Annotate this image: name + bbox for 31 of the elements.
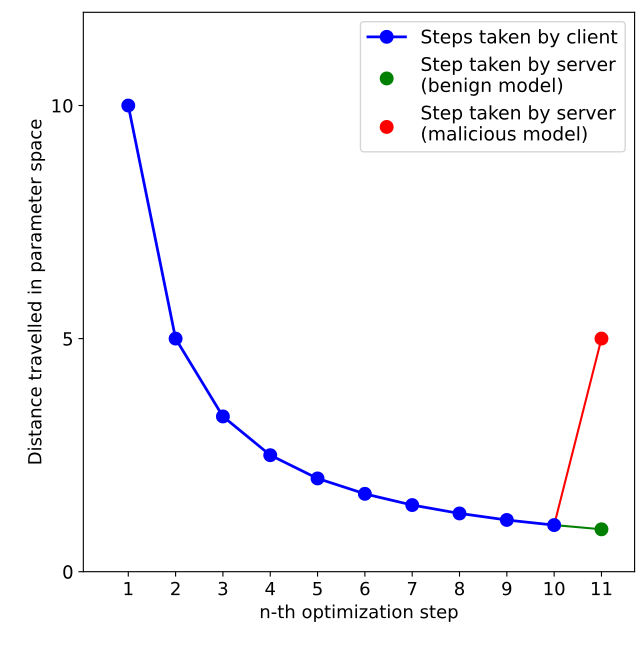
y-tick-label: 5: [64, 332, 72, 346]
point: [547, 518, 562, 532]
x-tick-label: 6: [360, 582, 370, 596]
point: [168, 332, 183, 346]
y-tick-label: 10: [52, 98, 72, 113]
x-tick-label: 4: [265, 582, 275, 596]
x-tick-label: 11: [592, 582, 612, 596]
point: [216, 410, 230, 424]
legend-label: Step taken by server (malicious model): [422, 105, 616, 143]
x-axis-title: n-th optimization step: [260, 604, 458, 622]
legend-label: Step taken by server (benign model): [422, 56, 616, 96]
y-tick-label: 0: [63, 565, 72, 579]
x-tick-label: 7: [408, 582, 416, 596]
point: [500, 513, 514, 527]
point: [358, 486, 372, 501]
point: [405, 498, 420, 512]
point: [594, 332, 608, 346]
x-tick-label: 3: [218, 582, 228, 596]
y-axis-title: Distance travelled in parameter space: [28, 120, 46, 464]
point: [121, 98, 136, 112]
point: [452, 506, 466, 520]
point: [594, 522, 608, 536]
x-tick-label: 10: [544, 582, 564, 596]
point: [263, 448, 278, 462]
point: [310, 472, 324, 486]
legend-label: Steps taken by client: [422, 29, 618, 48]
x-tick-label: 2: [171, 582, 180, 596]
x-tick-label: 5: [313, 582, 322, 596]
x-tick-label: 9: [502, 582, 512, 596]
x-tick-label: 1: [124, 582, 132, 596]
x-tick-label: 8: [454, 582, 464, 596]
